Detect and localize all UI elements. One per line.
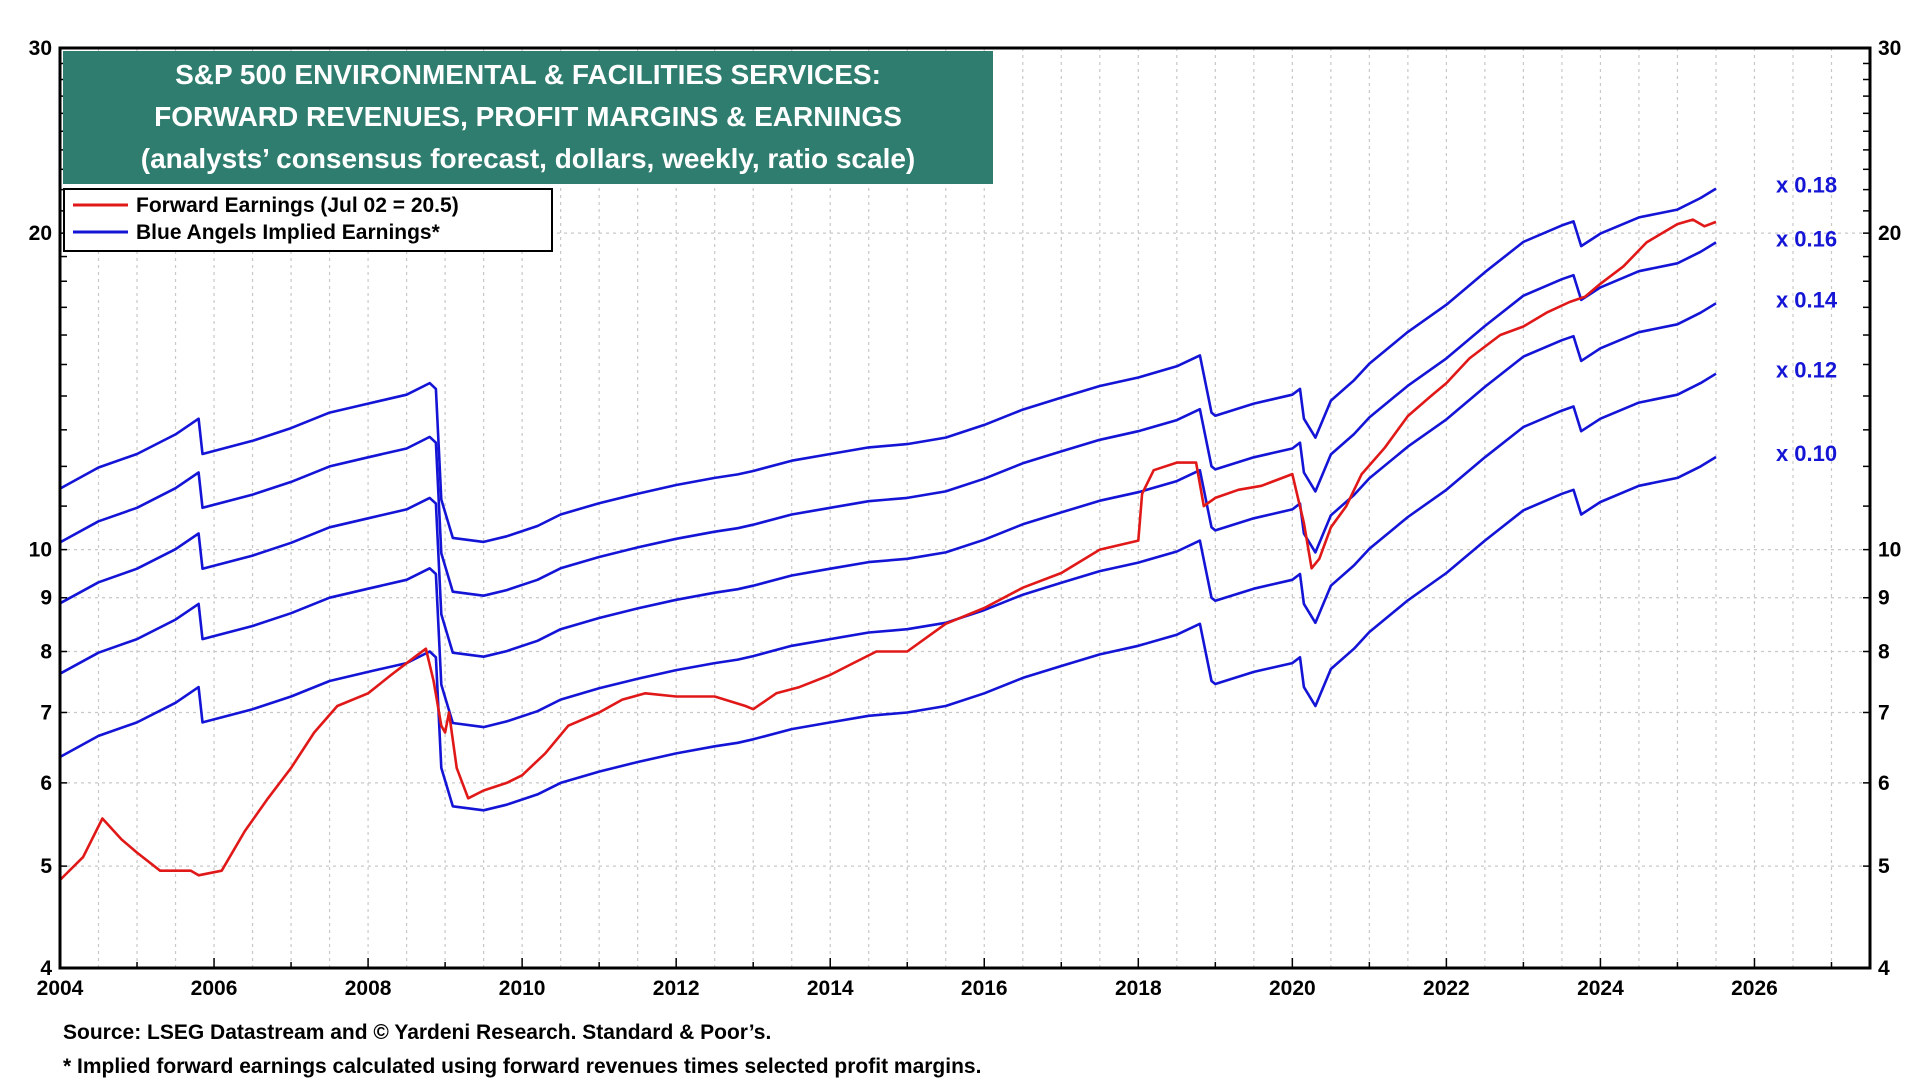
y-tick-label-right: 20 [1878,222,1901,245]
y-tick-label-left: 4 [40,957,52,980]
x-tick-label: 2018 [1115,977,1162,1000]
x-tick-label: 2006 [191,977,238,1000]
y-tick-label-right: 8 [1878,641,1890,664]
x-tick-label: 2008 [345,977,392,1000]
y-tick-label-right: 30 [1878,37,1901,60]
margin-line-label: x 0.10 [1776,441,1837,466]
chart-title-box: S&P 500 ENVIRONMENTAL & FACILITIES SERVI… [63,51,993,184]
title-background [63,51,993,184]
x-tick-label: 2026 [1731,977,1778,1000]
y-tick-label-right: 10 [1878,539,1901,562]
margin-line-label: x 0.14 [1776,287,1838,312]
x-tick-label: 2010 [499,977,546,1000]
implied-earnings-line [59,455,1717,812]
y-tick-label-left: 7 [40,701,52,724]
x-tick-label: 2014 [807,977,854,1000]
y-tick-label-left: 9 [40,587,52,610]
y-tick-label-right: 7 [1878,701,1890,724]
x-tick-label: 2024 [1577,977,1624,1000]
y-tick-label-left: 20 [29,222,52,245]
y-tick-label-left: 10 [29,539,52,562]
legend: Forward Earnings (Jul 02 = 20.5) Blue An… [63,188,553,252]
legend-box [63,188,553,252]
implied-earnings-line [59,302,1717,658]
y-tick-label-right: 6 [1878,772,1890,795]
x-tick-label: 2020 [1269,977,1316,1000]
y-tick-label-right: 5 [1878,855,1890,878]
implied-earnings-line [59,187,1717,544]
chart-title-line-1: S&P 500 ENVIRONMENTAL & FACILITIES SERVI… [175,59,881,90]
legend-label-implied-earnings: Blue Angels Implied Earnings* [136,221,441,244]
axis-ticks [59,47,1870,969]
source-note: Source: LSEG Datastream and © Yardeni Re… [63,1021,771,1044]
series-lines [59,187,1717,881]
implied-earnings-line [59,241,1717,597]
y-tick-label-left: 30 [29,37,52,60]
chart-subtitle: (analysts’ consensus forecast, dollars, … [141,143,916,174]
margin-line-label: x 0.12 [1776,358,1837,383]
margin-line-label: x 0.18 [1776,173,1837,198]
x-tick-label: 2012 [653,977,700,1000]
y-tick-label-left: 5 [40,855,52,878]
forward-earnings-line [59,218,1717,881]
footnote: * Implied forward earnings calculated us… [63,1055,981,1078]
chart-title-line-2: FORWARD REVENUES, PROFIT MARGINS & EARNI… [154,101,902,132]
y-tick-label-right: 9 [1878,587,1890,610]
y-tick-label-left: 8 [40,641,52,664]
margin-line-label: x 0.16 [1776,226,1837,251]
x-tick-label: 2022 [1423,977,1470,1000]
plot-frame [58,46,1872,970]
legend-label-forward-earnings: Forward Earnings (Jul 02 = 20.5) [136,194,459,217]
y-tick-label-left: 6 [40,772,52,795]
grid-lines [60,48,1870,968]
y-tick-label-right: 4 [1878,957,1890,980]
x-tick-label: 2004 [37,977,84,1000]
x-tick-label: 2016 [961,977,1008,1000]
